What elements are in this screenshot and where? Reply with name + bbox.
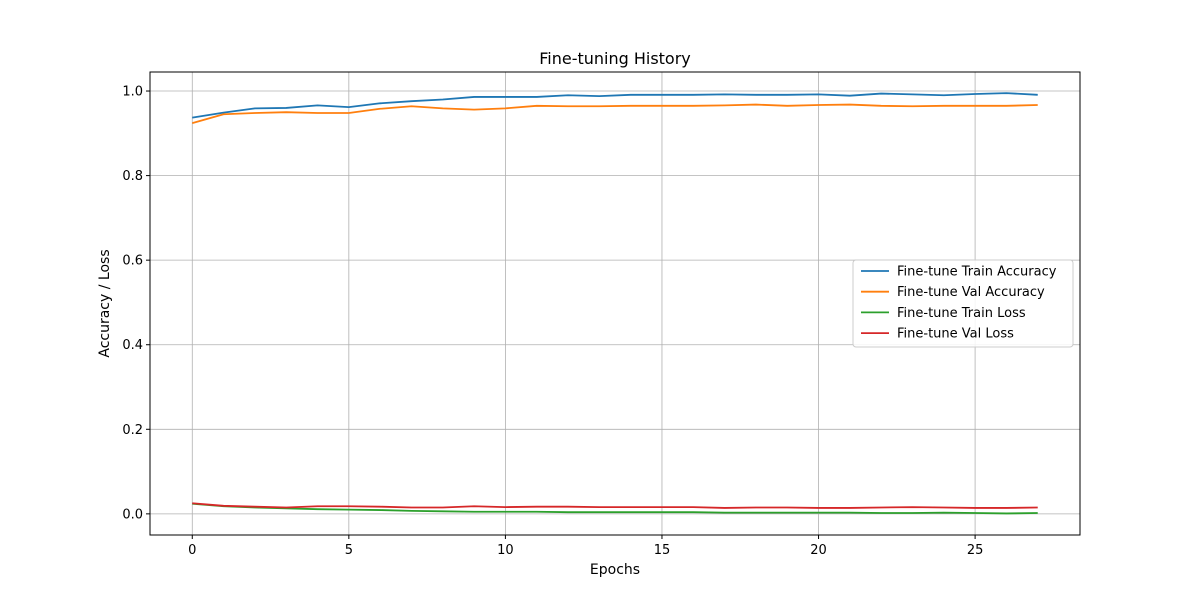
plot-frame	[149, 71, 1081, 536]
series-line-fine-tune-val-accuracy	[192, 103, 1038, 125]
x-axis-title: Epochs	[590, 562, 640, 578]
legend-label: Fine-tune Train Accuracy	[897, 265, 1057, 280]
x-tick-label: 5	[345, 543, 353, 558]
series-line-fine-tune-val-loss	[192, 502, 1038, 509]
x-tick-label: 25	[967, 543, 984, 558]
y-tick-label: 0.6	[122, 254, 143, 269]
series-lines	[192, 92, 1038, 515]
x-tick-label: 20	[810, 543, 827, 558]
x-tick-label: 10	[497, 543, 514, 558]
legend: Fine-tune Train Accuracy Fine-tune Val Ac…	[852, 259, 1074, 348]
legend-label: Fine-tune Val Loss	[897, 327, 1014, 342]
x-tick-label: 0	[188, 543, 196, 558]
y-tick-label: 1.0	[122, 85, 143, 100]
grid-lines	[150, 72, 1080, 535]
y-axis-title: Accuracy / Loss	[97, 249, 113, 357]
series-line-fine-tune-train-loss	[192, 502, 1038, 515]
chart-title: Fine-tuning History	[539, 49, 691, 68]
y-tick-label: 0.8	[122, 169, 143, 184]
legend-box	[852, 259, 1074, 348]
x-tick-label: 15	[654, 543, 671, 558]
y-tick-label: 0.4	[122, 338, 143, 353]
y-tick-label: 0.0	[122, 507, 143, 522]
series-line-fine-tune-train-accuracy	[192, 92, 1038, 119]
legend-label: Fine-tune Train Loss	[897, 306, 1026, 321]
axis-ticks: 0 5 10 15 20 25 0.0 0.2 0.4 0.6 0.8 1.0	[122, 85, 983, 558]
legend-label: Fine-tune Val Accuracy	[897, 285, 1045, 300]
y-tick-label: 0.2	[122, 423, 143, 438]
